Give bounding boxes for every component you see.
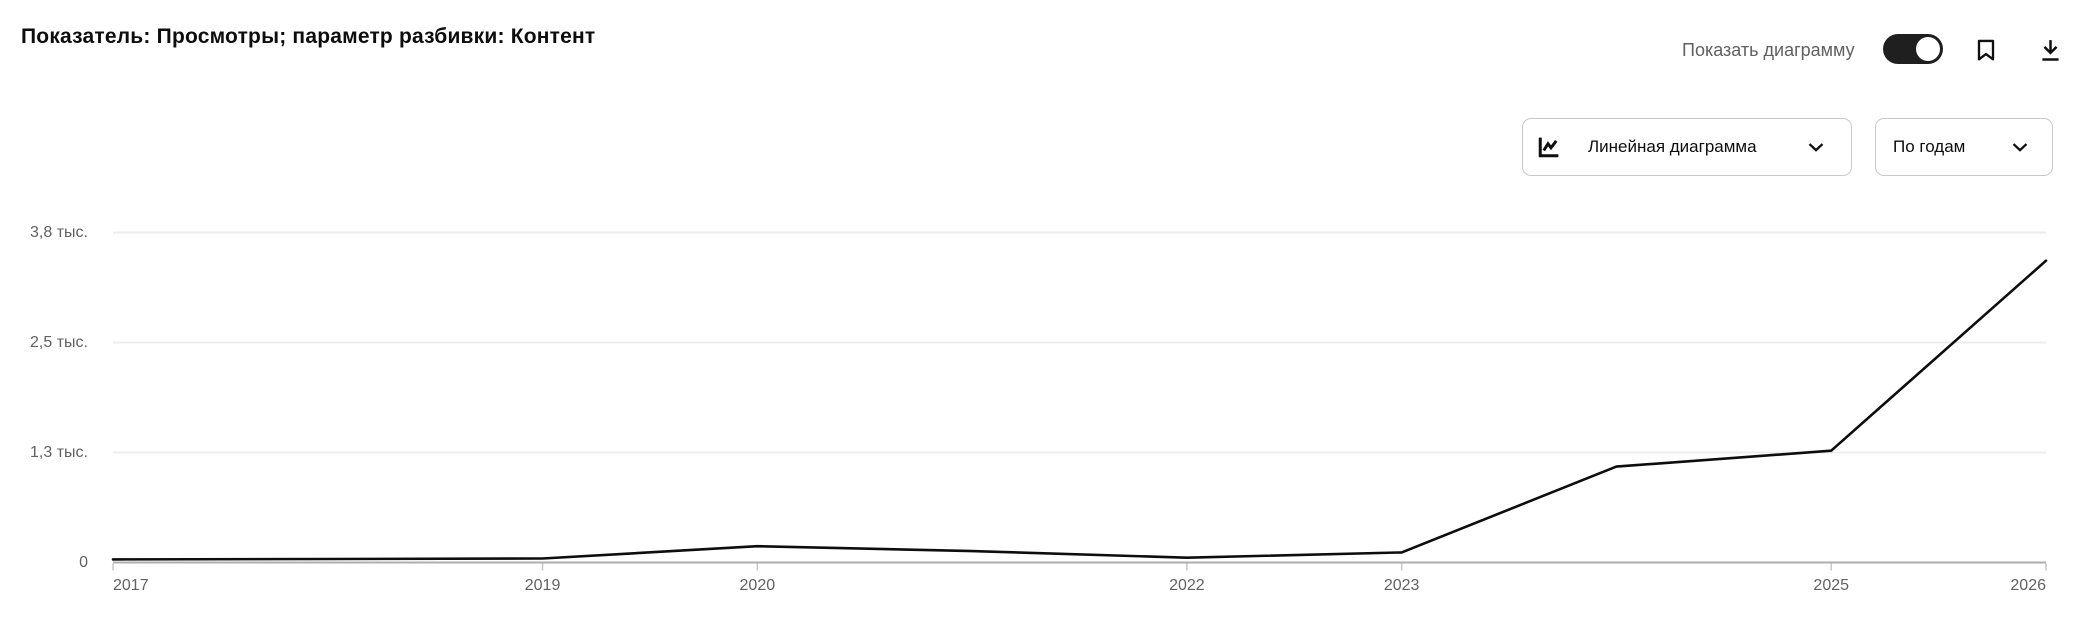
show-chart-toggle-label: Показать диаграмму [1682, 40, 1855, 60]
y-axis-label: 1,3 тыс. [30, 443, 88, 461]
line-chart-icon [1538, 137, 1559, 158]
series-line-Просмотры [111, 259, 2048, 561]
x-axis-label: 2019 [524, 577, 561, 594]
time-granularity-dropdown[interactable]: По годам [1875, 118, 2053, 176]
x-axis-label: 2025 [1813, 577, 1850, 594]
page-title: Показатель: Просмотры; параметр разбивки… [21, 25, 596, 48]
chart-type-dropdown[interactable]: Линейная диаграмма [1522, 118, 1852, 176]
download-icon [2041, 40, 2059, 61]
x-axis-label: 2023 [1383, 577, 1420, 594]
bookmark-button[interactable] [1971, 34, 2001, 66]
x-axis-label: 2020 [739, 577, 776, 594]
chevron-down-icon [1808, 143, 1824, 152]
x-axis-label: 2026 [2010, 577, 2046, 594]
toggle-knob [1916, 37, 1940, 61]
chart-type-label: Линейная диаграмма [1588, 137, 1757, 156]
download-button[interactable] [2035, 34, 2065, 66]
y-axis-label: 2,5 тыс. [30, 333, 88, 351]
x-axis-label: 2022 [1169, 577, 1205, 594]
chevron-down-icon [2012, 143, 2028, 152]
y-axis-label: 0 [79, 553, 88, 571]
show-chart-toggle[interactable] [1883, 34, 1943, 64]
y-axis-label: 3,8 тыс. [30, 223, 88, 241]
x-axis-label: 2017 [113, 577, 149, 594]
bookmark-icon [1977, 39, 1995, 61]
granularity-label: По годам [1893, 137, 1966, 156]
